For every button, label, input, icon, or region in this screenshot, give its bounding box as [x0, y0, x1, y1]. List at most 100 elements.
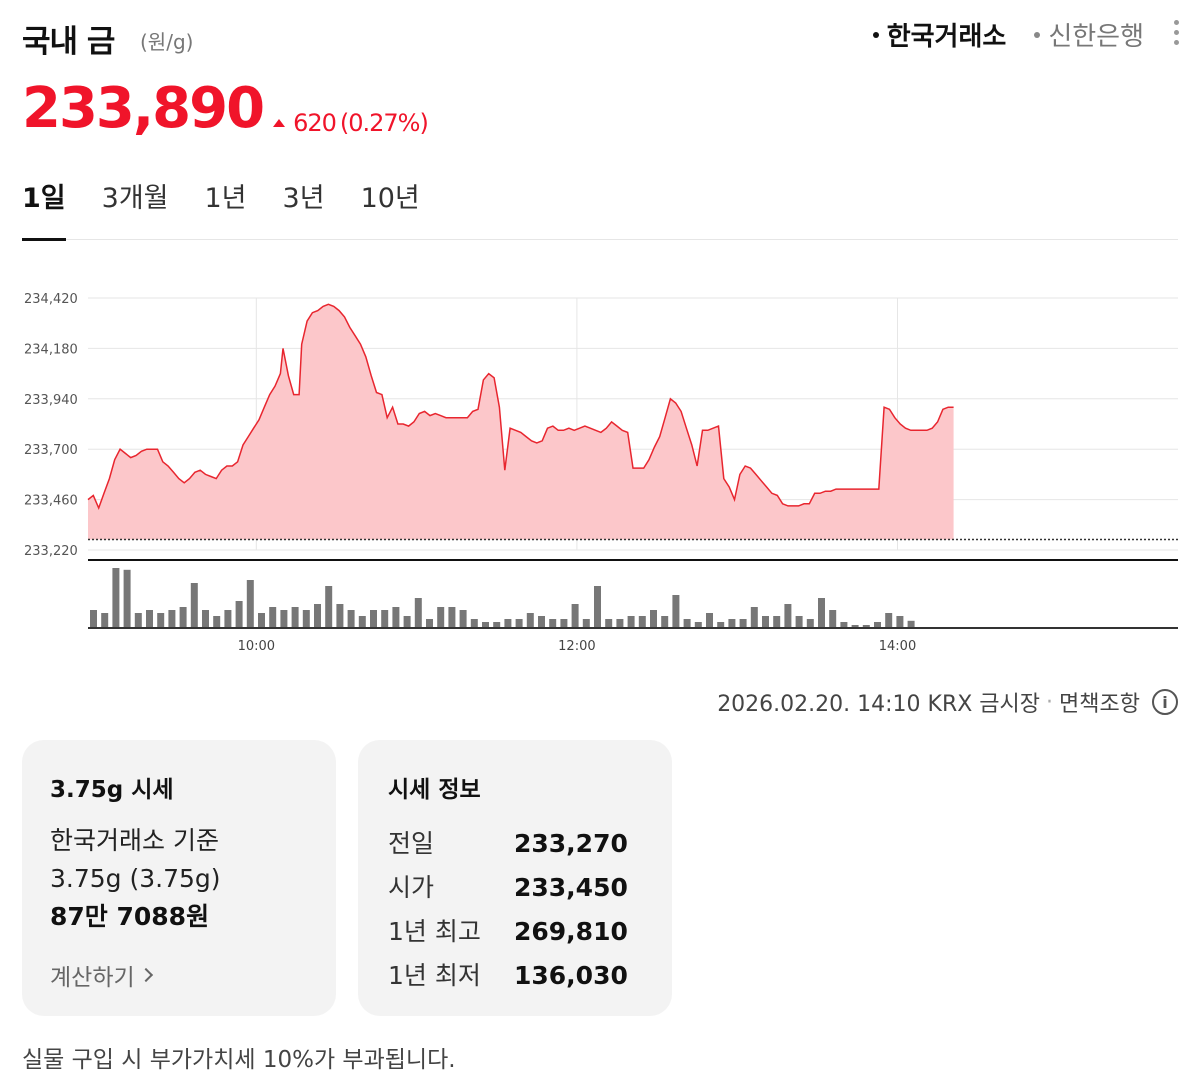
- volume-bar: [661, 616, 669, 628]
- x-tick-label: 12:00: [558, 639, 595, 654]
- tab-3m[interactable]: 3개월: [101, 183, 169, 214]
- volume-bar: [840, 622, 848, 628]
- price-chart[interactable]: 234,420 234,180 233,940 233,700 233,460 233,2…: [0, 280, 1200, 660]
- meta-line: 2026.02.20. 14:10 KRX 금시장 · 면책조항 i: [717, 686, 1178, 718]
- volume-bar: [123, 569, 131, 628]
- volume-bar: [358, 616, 366, 628]
- volume-bar: [392, 607, 400, 628]
- separator: ·: [1046, 689, 1054, 715]
- y-tick-label: 234,180: [24, 342, 78, 357]
- source-label: 신한은행: [1048, 22, 1144, 52]
- info-row-prev: 전일 233,270: [388, 822, 642, 866]
- volume-bar: [504, 619, 512, 628]
- y-tick-label: 233,940: [24, 393, 78, 408]
- volume-bar: [538, 616, 545, 628]
- volume-bar: [784, 604, 792, 628]
- volume-bar: [650, 610, 657, 628]
- disclaimer-link[interactable]: 면책조항: [1059, 692, 1140, 717]
- change-percent: (0.27%): [339, 109, 429, 137]
- chevron-right-icon: [138, 967, 153, 983]
- volume-bar: [146, 610, 153, 628]
- volume-bar: [202, 610, 209, 628]
- price-row: 233,890 620 (0.27%): [22, 76, 429, 141]
- info-label: 1년 최고: [388, 917, 481, 946]
- value-text: 87만 7088원: [50, 902, 210, 931]
- change-amount: 620: [293, 109, 337, 137]
- volume-bar: [549, 619, 557, 628]
- volume-bar: [347, 610, 355, 628]
- volume-bar: [101, 613, 109, 628]
- volume-bar: [302, 610, 310, 628]
- info-icon[interactable]: i: [1152, 689, 1178, 715]
- volume-bar: [437, 607, 445, 628]
- info-label: 1년 최저: [388, 961, 481, 990]
- info-value: 136,030: [514, 961, 628, 990]
- header: 국내 금 (원/g) 한국거래소 신한은행: [22, 12, 1180, 62]
- volume-bar: [459, 610, 467, 628]
- volume-bar: [605, 619, 613, 628]
- volume-bar: [560, 619, 568, 628]
- price-line: [87, 303, 954, 511]
- volume-bar: [403, 616, 411, 628]
- volume-bar: [907, 620, 915, 628]
- info-label: 시가: [388, 873, 435, 902]
- info-row-open: 시가 233,450: [388, 866, 642, 910]
- volume-bar: [90, 610, 97, 628]
- volume-bar: [795, 616, 803, 628]
- volume-bar: [616, 619, 624, 628]
- price-area: [88, 304, 954, 540]
- volume-bar: [235, 601, 243, 628]
- card-price-info: 시세 정보 전일 233,270 시가 233,450 1년 최고 269,81…: [358, 740, 672, 1016]
- volume-bar: [112, 568, 120, 628]
- volume-bar: [717, 622, 725, 628]
- x-axis-labels: 10:00 12:00 14:00: [238, 639, 917, 654]
- info-row-1y-low: 1년 최저 136,030: [388, 954, 642, 998]
- current-price: 233,890: [22, 76, 265, 141]
- volume-bar: [213, 616, 221, 628]
- volume-bar: [314, 604, 321, 628]
- tab-3y[interactable]: 3년: [282, 183, 325, 214]
- volume-bar: [470, 619, 478, 628]
- volume-bar: [694, 622, 702, 628]
- tab-10y[interactable]: 10년: [360, 183, 420, 214]
- info-value: 269,810: [514, 917, 628, 946]
- y-axis-labels: 234,420 234,180 233,940 233,700 233,460 233,2…: [24, 292, 78, 559]
- card-title: 3.75g 시세: [50, 777, 174, 803]
- source-shinhan[interactable]: 신한은행: [1034, 16, 1144, 53]
- vat-footnote: 실물 구입 시 부가가치세 10%가 부과됩니다.: [22, 1047, 456, 1073]
- volume-bar: [190, 583, 198, 628]
- source-selector: 한국거래소 신한은행: [872, 16, 1144, 53]
- volume-bar: [157, 613, 165, 628]
- info-value: 233,450: [514, 873, 628, 902]
- unit-label: (원/g): [140, 30, 194, 54]
- x-tick-label: 14:00: [879, 639, 916, 654]
- tab-1y[interactable]: 1년: [204, 183, 247, 214]
- volume-bar: [672, 595, 680, 628]
- volume-bar: [638, 616, 646, 628]
- info-value: 233,270: [514, 829, 628, 858]
- volume-bar: [829, 610, 837, 628]
- y-tick-label: 233,700: [24, 443, 78, 458]
- x-tick-label: 10:00: [238, 639, 275, 654]
- volume-bar: [482, 622, 489, 628]
- volume-bar: [594, 586, 601, 628]
- volume-bar: [370, 610, 377, 628]
- calculate-button[interactable]: 계산하기: [50, 958, 153, 992]
- volume-bars: [90, 568, 915, 628]
- info-row-1y-high: 1년 최고 269,810: [388, 910, 642, 954]
- volume-bar: [246, 580, 254, 628]
- calculate-label: 계산하기: [50, 965, 135, 991]
- tab-1d[interactable]: 1일: [22, 172, 66, 241]
- volume-bar: [818, 598, 825, 628]
- source-krx[interactable]: 한국거래소: [872, 16, 1006, 53]
- more-vertical-icon[interactable]: [1172, 20, 1180, 50]
- volume-bar: [739, 619, 747, 628]
- volume-bar: [582, 619, 590, 628]
- volume-bar: [526, 613, 534, 628]
- period-tabs: 1일 3개월 1년 3년 10년: [22, 172, 1178, 241]
- volume-bar: [224, 610, 232, 628]
- volume-bar: [448, 607, 456, 628]
- volume-bar: [179, 607, 187, 628]
- volume-bar: [806, 619, 814, 628]
- bullet-icon: [1034, 31, 1041, 38]
